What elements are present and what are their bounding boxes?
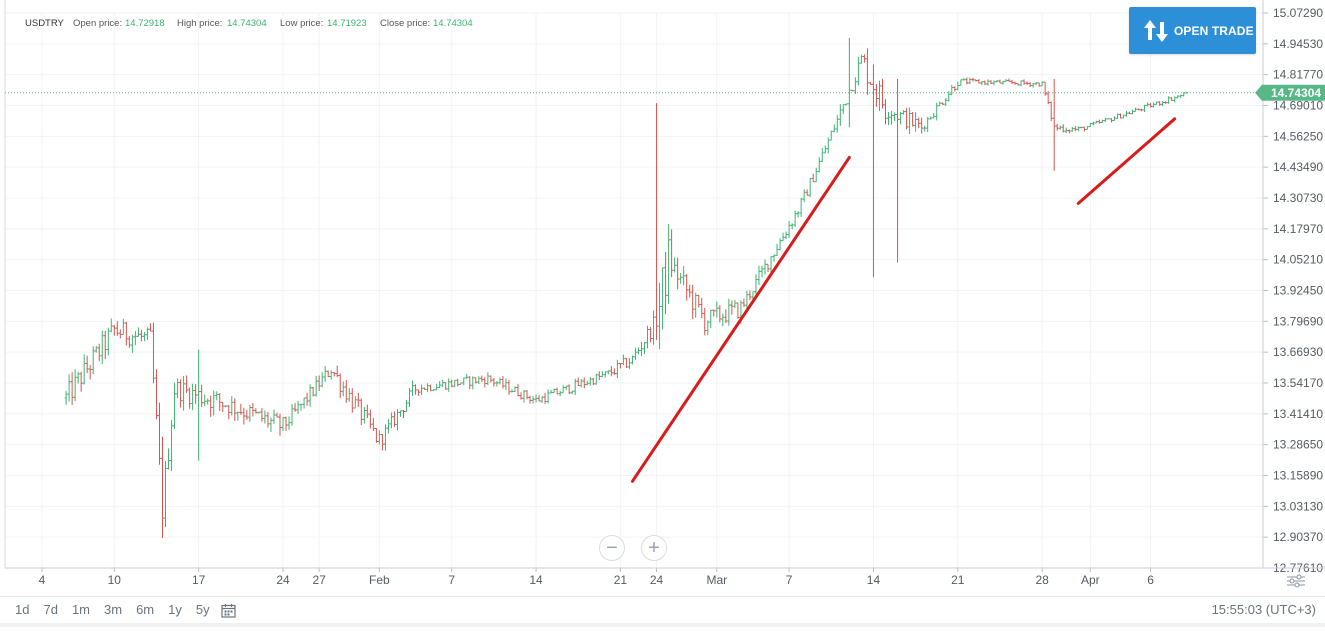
y-tick-label: 14.69010 [1273,99,1323,113]
range-6m[interactable]: 6m [136,602,155,617]
axes: 15.07290 14.94530 14.81770 14.69010 14.56250… [4,0,1325,587]
range-3m[interactable]: 3m [104,602,123,617]
x-tick-label: Mar [706,573,727,587]
grid [5,12,1263,569]
y-tick-label: 14.43490 [1273,160,1323,174]
x-tick-label: 17 [192,573,206,587]
x-tick-label: 4 [39,573,46,587]
symbol-label: USDTRY [25,18,65,29]
bottom-border [0,623,1325,627]
close-price-value: 14.74304 [433,18,473,29]
x-tick-label: 24 [276,573,290,587]
y-tick-label: 13.03130 [1273,499,1323,513]
y-tick-label: 13.41410 [1273,407,1323,421]
open-price-label: Open price: [73,18,122,29]
x-tick-label: 21 [614,573,628,587]
close-price-label: Close price: [380,18,430,29]
chart-settings-icon[interactable] [1286,574,1306,588]
x-tick-label: 6 [1147,573,1154,587]
y-tick-label: 13.79690 [1273,314,1323,328]
trend-line [1076,117,1177,205]
y-tick-label: 14.05210 [1273,253,1323,267]
ohlc-bars [64,37,1189,539]
x-tick-label: 14 [529,573,543,587]
x-tick-label: Feb [369,573,390,587]
x-tick-label: 10 [108,573,122,587]
x-tick-label: 24 [650,573,664,587]
range-1m[interactable]: 1m [71,602,90,617]
zoom-in-button[interactable]: + [641,535,667,561]
range-7d[interactable]: 7d [43,602,58,617]
y-tick-label: 13.66930 [1273,345,1323,359]
last-price-label: 14.74304 [1271,86,1321,100]
range-1y[interactable]: 1y [168,602,182,617]
low-price-label: Low price: [280,18,323,29]
last-price-tag [1255,84,1325,101]
y-tick-label: 13.92450 [1273,284,1323,298]
x-tick-label: 7 [448,573,455,587]
open-trade-button[interactable]: OPEN TRADE [1129,7,1256,54]
y-tick-label: 14.56250 [1273,129,1323,143]
x-tick-label: Apr [1081,573,1100,587]
x-tick-label: 14 [867,573,881,587]
high-price-value: 14.74304 [227,18,267,29]
y-tick-label: 13.28650 [1273,438,1323,452]
trend-line [630,155,851,483]
y-tick-label: 14.94530 [1273,37,1323,51]
x-tick-label: 28 [1035,573,1049,587]
y-tick-label: 14.81770 [1273,68,1323,82]
y-tick-label: 12.90370 [1273,530,1323,544]
open-price-value: 14.72918 [125,18,165,29]
y-tick-label: 13.54170 [1273,376,1323,390]
low-price-value: 14.71923 [327,18,367,29]
x-tick-label: 7 [786,573,793,587]
high-price-label: High price: [177,18,222,29]
last-price-marker: 14.74304 [5,84,1325,101]
open-trade-label: OPEN TRADE [1174,23,1254,38]
range-selector: 1d 7d 1m 3m 6m 1y 5y [8,602,236,618]
y-tick-label: 14.17970 [1273,222,1323,236]
x-tick-label: 27 [312,573,326,587]
range-5y[interactable]: 5y [195,602,210,617]
y-tick-label: 14.30730 [1273,191,1323,205]
chart-footer: 1d 7d 1m 3m 6m 1y 5y 15:55:03 (UTC+3) [0,596,1325,624]
y-tick-label: 15.07290 [1273,6,1323,20]
calendar-icon[interactable] [220,603,236,618]
y-tick-label: 13.15890 [1273,469,1323,483]
ohlc-header: USDTRY Open price: 14.72918 High price: … [25,18,473,29]
x-tick-label: 21 [951,573,965,587]
range-1d[interactable]: 1d [15,602,30,617]
trend-lines [630,117,1177,483]
zoom-out-button[interactable]: − [599,535,625,561]
clock-readout: 15:55:03 (UTC+3) [1211,602,1316,617]
up-down-arrows-icon [1144,19,1168,42]
